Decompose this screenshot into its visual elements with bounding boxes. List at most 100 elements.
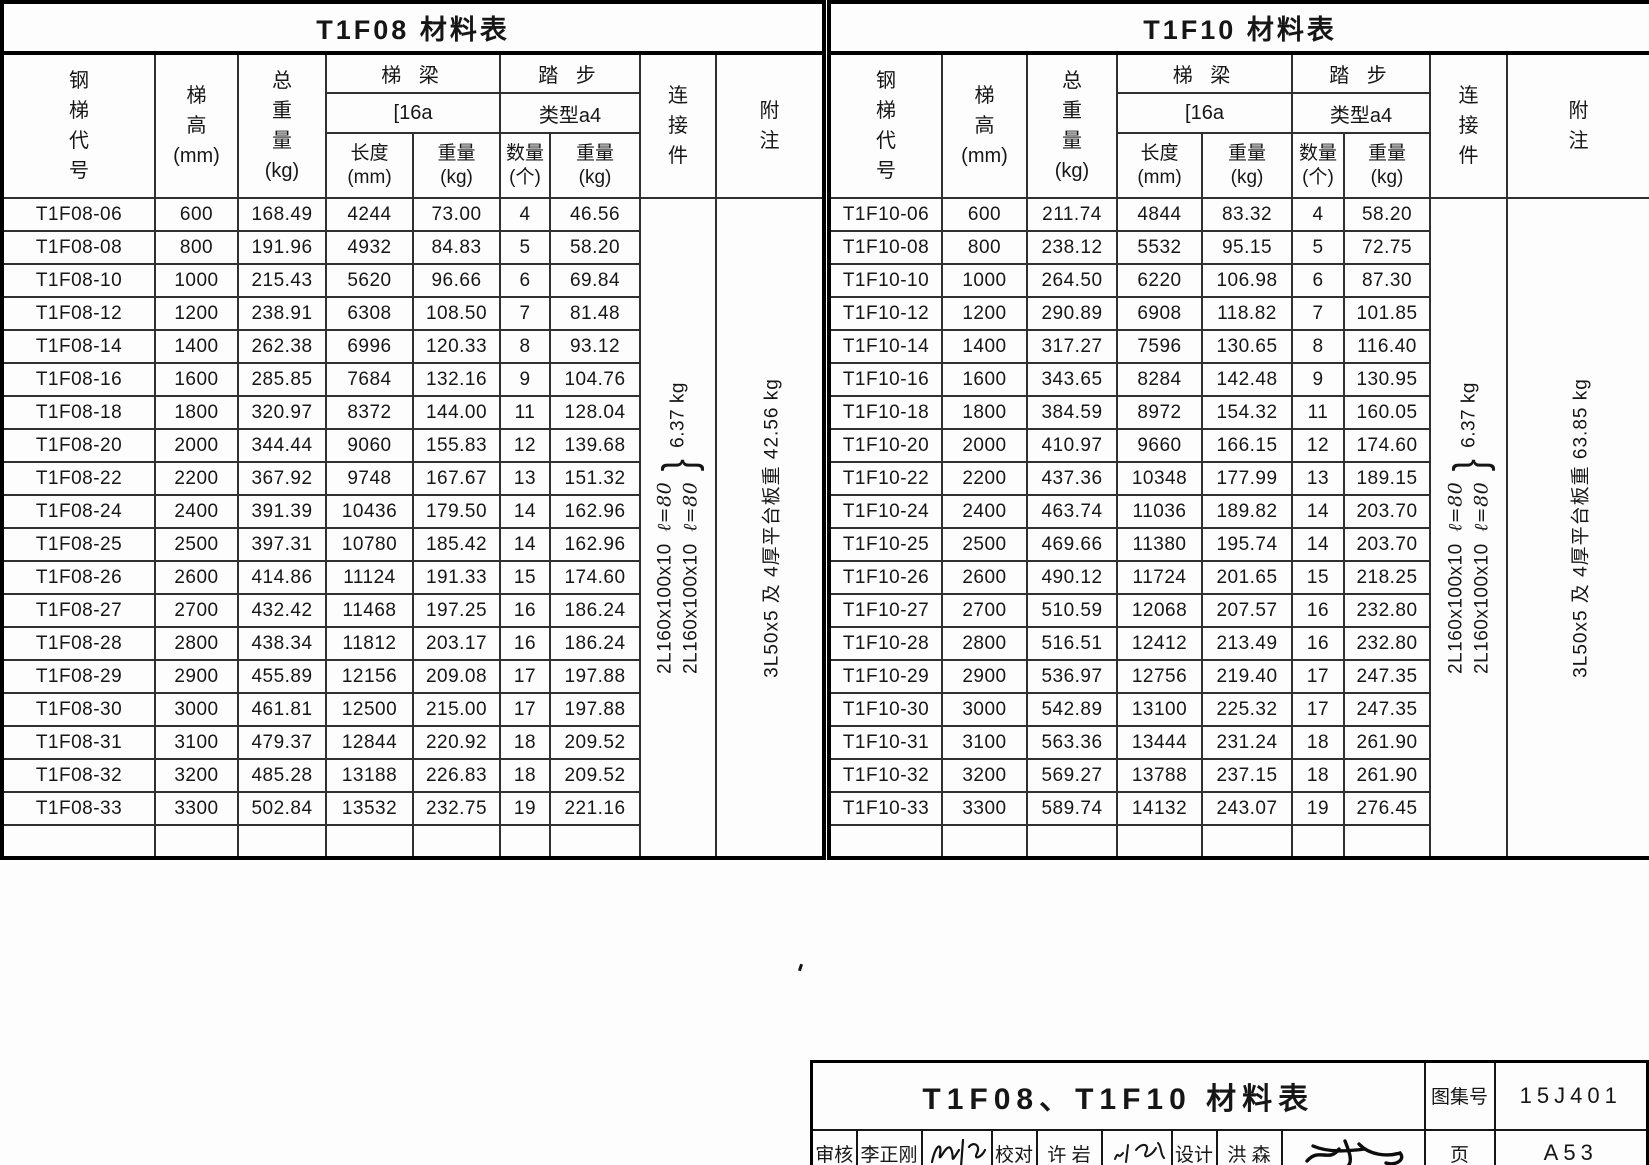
table-cell [1116,824,1203,859]
table-cell: 261.90 [1343,758,1431,793]
table-cell: 542.89 [1026,692,1118,727]
table-cell: 1200 [941,296,1028,331]
table-cell: 8372 [325,395,414,430]
table-cell: 18 [499,725,551,760]
material-table-t1f08: T1F08 材料表 钢 梯 代 号 梯 高 (mm) 总 重 量 (kg) 梯 … [0,0,827,860]
table-cell: 203.70 [1343,494,1431,529]
rotated-note-text: 3L50x5 及 4厚平台板重 63.85 kg [1570,377,1592,678]
table-cell: 226.83 [412,758,501,793]
table-cell: 1800 [154,395,239,430]
table-cell [941,824,1028,859]
table-cell: T1F08-28 [1,626,156,661]
rotated-connector-text: 2L160x100x10 ℓ=80 2L160x100x10 ℓ=80 } 6.… [1443,382,1495,674]
table-cell: 6 [499,263,551,298]
review-label: 审核 [810,1128,858,1165]
col-header-total-weight: 总 重 量 (kg) [1026,52,1118,199]
atlas-number-label: 图集号 [1423,1060,1496,1131]
table-cell: 1400 [941,329,1028,364]
table-cell: 83.32 [1201,197,1293,232]
table-cell: 2400 [941,494,1028,529]
table-cell: 69.84 [549,263,641,298]
table-row: T1F10-18 1800 384.59 8972 154.32 11 160.05 [828,395,1649,430]
table-cell: 195.74 [1201,527,1293,562]
table-cell: 215.43 [237,263,327,298]
table-row [1,824,824,859]
table-cell: 174.60 [549,560,641,595]
beam-spec: [16a [325,92,501,134]
table-cell: 2700 [941,593,1028,628]
table-cell: 1200 [154,296,239,331]
table-row: T1F08-25 2500 397.31 10780 185.42 14 162.96 [1,527,824,562]
table-cell: 4932 [325,230,414,265]
table-cell: 12156 [325,659,414,694]
table-cell: 132.16 [412,362,501,397]
table-cell: 13788 [1116,758,1203,793]
table-row: T1F10-26 2600 490.12 11724 201.65 15 218.25 [828,560,1649,595]
signature-scribble-icon [1305,1139,1404,1165]
rotated-connector-text: 2L160x100x10 ℓ=80 2L160x100x10 ℓ=80 } 6.… [652,382,704,674]
table-row: T1F08-32 3200 485.28 13188 226.83 18 209.52 [1,758,824,793]
table-cell: 197.88 [549,659,641,694]
table-cell: 237.15 [1201,758,1293,793]
table-cell: 1600 [941,362,1028,397]
table-cell: 479.37 [237,725,327,760]
col-header-connector: 连 接 件 [1429,52,1508,199]
table-cell: 4844 [1116,197,1203,232]
table-row: T1F08-22 2200 367.92 9748 167.67 13 151.32 [1,461,824,496]
table-cell: 1000 [941,263,1028,298]
table-cell: 93.12 [549,329,641,364]
table-cell: 6996 [325,329,414,364]
table-cell: 12 [499,428,551,463]
table-cell: 569.27 [1026,758,1118,793]
table-cell: 12412 [1116,626,1203,661]
design-name: 洪 森 [1215,1128,1283,1165]
table-cell: 144.00 [412,395,501,430]
table-cell: 397.31 [237,527,327,562]
table-cell: 343.65 [1026,362,1118,397]
table-cell: T1F10-25 [828,527,943,562]
table-cell: 2900 [941,659,1028,694]
table-cell: 437.36 [1026,461,1118,496]
table-cell: 197.25 [412,593,501,628]
table-cell: 247.35 [1343,659,1431,694]
table-cell: 16 [1291,593,1345,628]
table-cell: T1F08-18 [1,395,156,430]
table-cell: 189.15 [1343,461,1431,496]
table-cell: 232.80 [1343,626,1431,661]
table-cell: 58.20 [549,230,641,265]
table-row: T1F08-28 2800 438.34 11812 203.17 16 186.24 [1,626,824,661]
table-cell: 18 [499,758,551,793]
col-header-qty: 数量 (个) [1291,132,1345,199]
table-cell: 1000 [154,263,239,298]
beam-spec: [16a [1116,92,1293,134]
col-header-height: 梯 高 (mm) [941,52,1028,199]
table-cell: 536.97 [1026,659,1118,694]
table-cell: T1F10-16 [828,362,943,397]
table-cell: 3300 [154,791,239,826]
table-cell: 2800 [941,626,1028,661]
table-cell: 16 [499,593,551,628]
table-cell: 17 [499,659,551,694]
table-row: T1F10-30 3000 542.89 13100 225.32 17 247.35 [828,692,1649,727]
table-title: T1F08 材料表 [0,1,826,55]
step-type: 类型a4 [499,92,641,134]
connector-line: 2L160x100x10 ℓ=80 [1444,481,1466,674]
table-cell: 13188 [325,758,414,793]
table-cell: 3300 [941,791,1028,826]
table-row: T1F10-33 3300 589.74 14132 243.07 19 276.45 [828,791,1649,826]
table-cell: 120.33 [412,329,501,364]
table-cell: 168.49 [237,197,327,232]
table-cell: T1F08-31 [1,725,156,760]
table-cell: 800 [154,230,239,265]
table-cell: 264.50 [1026,263,1118,298]
table-row: T1F10-16 1600 343.65 8284 142.48 9 130.95 [828,362,1649,397]
group-header-beam: 梯 梁 [325,52,501,94]
table-cell: 209.52 [549,725,641,760]
table-row: T1F08-06 600 168.49 4244 73.00 4 46.56 2… [1,197,826,859]
connector-line: 2L160x100x10 ℓ=80 [653,481,676,674]
table-cell: 12500 [325,692,414,727]
group-header-beam: 梯 梁 [1116,52,1293,94]
table-cell: 15 [499,560,551,595]
table-cell: 238.12 [1026,230,1118,265]
table-cell: 11468 [325,593,414,628]
